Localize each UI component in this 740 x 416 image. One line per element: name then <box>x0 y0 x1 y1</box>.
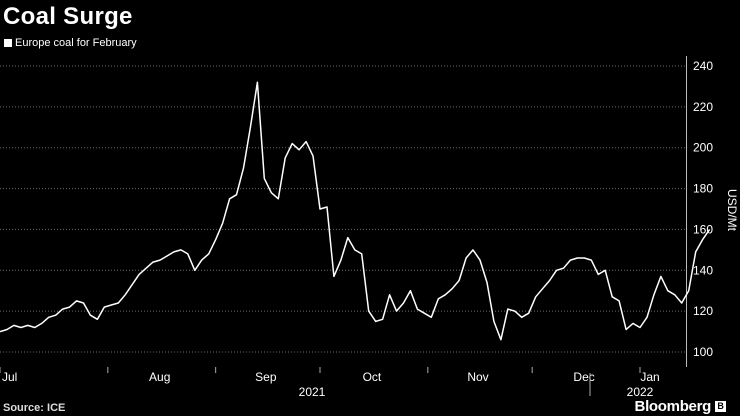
x-tick-label-jan: Jan <box>640 370 659 384</box>
y-tick-label-200: 200 <box>693 141 713 155</box>
y-tick-label-160: 160 <box>693 222 713 236</box>
y-tick-label-100: 100 <box>693 345 713 359</box>
y-tick-label-120: 120 <box>693 304 713 318</box>
y-tick-label-140: 140 <box>693 263 713 277</box>
x-tick-label-sep: Sep <box>255 370 277 384</box>
brand-mark-icon: B <box>715 401 726 412</box>
y-tick-label-180: 180 <box>693 182 713 196</box>
y-tick-label-240: 240 <box>693 59 713 73</box>
series-line-europe-coal <box>0 81 711 341</box>
legend-label: Europe coal for February <box>15 37 137 49</box>
brand-name: Bloomberg <box>634 398 712 415</box>
x-tick-label-aug: Aug <box>149 370 170 384</box>
legend-swatch <box>4 39 12 47</box>
x-tick-label-jul: Jul <box>2 370 17 384</box>
brand-logo: Bloomberg B <box>635 398 726 415</box>
y-axis-label: USD/Mt <box>725 189 739 232</box>
y-tick-label-220: 220 <box>693 100 713 114</box>
x-tick-label-dec: Dec <box>573 370 594 384</box>
x-year-label-2022: 2022 <box>627 385 654 399</box>
x-year-label-2021: 2021 <box>299 385 326 399</box>
chart-title: Coal Surge <box>3 3 133 30</box>
source-note: Source: ICE <box>3 402 66 414</box>
x-tick-label-oct: Oct <box>363 370 382 384</box>
x-tick-label-nov: Nov <box>467 370 488 384</box>
legend: Europe coal for February <box>4 37 137 49</box>
